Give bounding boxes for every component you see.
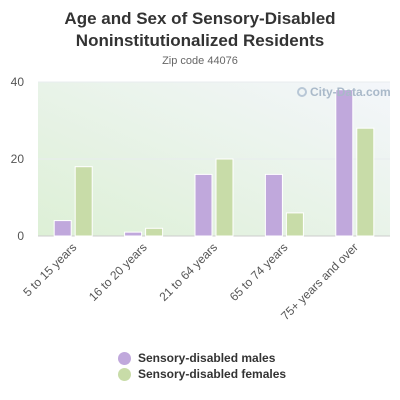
bar-females [215, 158, 234, 237]
legend-item-males: Sensory-disabled males [118, 350, 286, 366]
x-category-label: 5 to 15 years [20, 240, 79, 299]
chart-subtitle: Zip code 44076 [162, 55, 238, 67]
legend: Sensory-disabled males Sensory-disabled … [118, 350, 286, 382]
legend-swatch-males [118, 351, 131, 365]
x-category-label: 75+ years and over [278, 240, 361, 323]
bar-males [264, 173, 283, 237]
chart-title: Age and Sex of Sensory-Disabled Noninsti… [64, 9, 336, 50]
legend-item-females: Sensory-disabled females [118, 366, 286, 382]
x-category-label: 65 to 74 years [227, 240, 291, 304]
y-tick-label: 0 [17, 229, 24, 243]
watermark-text: City-Data.com [310, 85, 391, 99]
watermark: City-Data.com [297, 85, 391, 99]
x-category-label: 16 to 20 years [86, 240, 150, 304]
legend-swatch-females [118, 367, 131, 381]
bar-females [145, 227, 164, 237]
legend-label-males: Sensory-disabled males [138, 351, 276, 365]
bar-females [74, 166, 93, 237]
magnifier-icon [297, 87, 307, 97]
x-category-label: 21 to 64 years [156, 240, 220, 304]
bar-males [124, 231, 143, 237]
bar-males [194, 173, 213, 237]
bar-females [356, 127, 375, 237]
bar-males [53, 220, 72, 237]
bar-females [285, 212, 304, 237]
y-tick-label: 20 [11, 152, 25, 166]
y-tick-label: 40 [11, 75, 25, 89]
bar-males [335, 89, 354, 237]
legend-label-females: Sensory-disabled females [138, 367, 287, 381]
